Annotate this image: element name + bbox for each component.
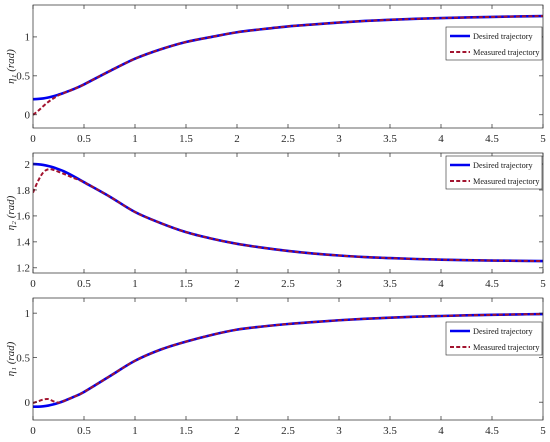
y-tick-label: 1.2 [16,263,30,275]
y-tick-label: 0.5 [16,352,30,364]
x-tick-label: 0 [30,278,36,290]
x-tick-label: 3 [336,133,342,145]
legend-label-desired-trajectory: Desired trajectory [473,161,534,170]
y-tick-label: 0.5 [16,71,30,83]
plot-area [33,298,543,420]
x-tick-label: 2 [234,133,240,145]
x-tick-label: 0 [30,425,36,437]
legend: Desired trajectory Measured trajectory [445,155,543,190]
x-tick-label: 3.5 [383,278,397,290]
y-tick-label: 2 [25,159,31,171]
x-tick-label: 1 [132,133,138,145]
subplot-3: 0 0.5 1 1.5 2 2.5 3 3.5 4 4.5 5 0 0.5 1 η₁ (rad) Desire… [5,297,546,437]
y-tick-label: 0 [25,397,31,409]
x-tick-label: 0 [30,133,36,145]
x-tick-label: 1.5 [179,133,193,145]
measured-trajectory-line [33,15,543,116]
x-tick-label: 0.5 [77,133,91,145]
x-tick-label: 1 [132,425,138,437]
x-tick-label: 1.5 [179,425,193,437]
desired-trajectory-line [33,14,543,101]
x-tick-label: 4 [438,133,444,145]
x-tick-label: 4.5 [485,425,499,437]
x-tick-label: 0.5 [77,278,91,290]
y-tick-label: 0 [25,110,31,122]
legend-label-measured-trajectory: Measured trajectory [473,343,540,352]
legend-label-measured-trajectory: Measured trajectory [473,48,540,57]
x-tick-label: 4 [438,278,444,290]
y-axis-label: η₁ (rad) [5,341,17,376]
x-tick-label: 5 [540,133,546,145]
x-tick-label: 4.5 [485,278,499,290]
legend-box [445,321,543,356]
x-tick-label: 4 [438,425,444,437]
x-tick-label: 2.5 [281,278,295,290]
subplot-1: 0 0.5 1 1.5 2 2.5 3 3.5 4 4.5 5 0 0.5 1 η₁ (rad) Desire… [5,4,546,145]
subplot-2: 0 0.5 1 1.5 2 2.5 3 3.5 4 4.5 5 1.2 1.4 1.6 1.8 2 η₂ (ra… [5,152,546,290]
legend-box [445,155,543,190]
x-tick-label: 1.5 [179,278,193,290]
y-tick-label: 1.4 [16,237,30,249]
x-tick-label: 0.5 [77,425,91,437]
legend-label-desired-trajectory: Desired trajectory [473,327,534,336]
x-tick-label: 2.5 [281,133,295,145]
y-tick-label: 1.8 [16,185,30,197]
plot-area [33,5,543,128]
legend-label-desired-trajectory: Desired trajectory [473,32,534,41]
measured-trajectory-line [33,313,543,405]
x-tick-label: 3 [336,278,342,290]
x-tick-label: 2 [234,278,240,290]
x-tick-label: 5 [540,278,546,290]
x-tick-label: 1 [132,278,138,290]
x-tick-label: 3.5 [383,425,397,437]
x-tick-label: 4.5 [485,133,499,145]
legend-label-measured-trajectory: Measured trajectory [473,177,540,186]
x-tick-label: 2.5 [281,425,295,437]
x-tick-label: 3.5 [383,133,397,145]
y-axis-label: η₁ (rad) [5,49,17,84]
measured-trajectory-line [33,168,543,263]
legend: Desired trajectory Measured trajectory [445,321,543,356]
x-tick-label: 3 [336,425,342,437]
x-tick-label: 5 [540,425,546,437]
y-axis-label: η₂ (rad) [5,195,17,230]
x-tick-label: 2 [234,425,240,437]
legend: Desired trajectory Measured trajectory [445,26,543,61]
y-tick-label: 1.6 [16,211,30,223]
y-tick-label: 1 [25,308,31,320]
y-tick-label: 1 [25,32,31,44]
legend-box [445,26,543,61]
